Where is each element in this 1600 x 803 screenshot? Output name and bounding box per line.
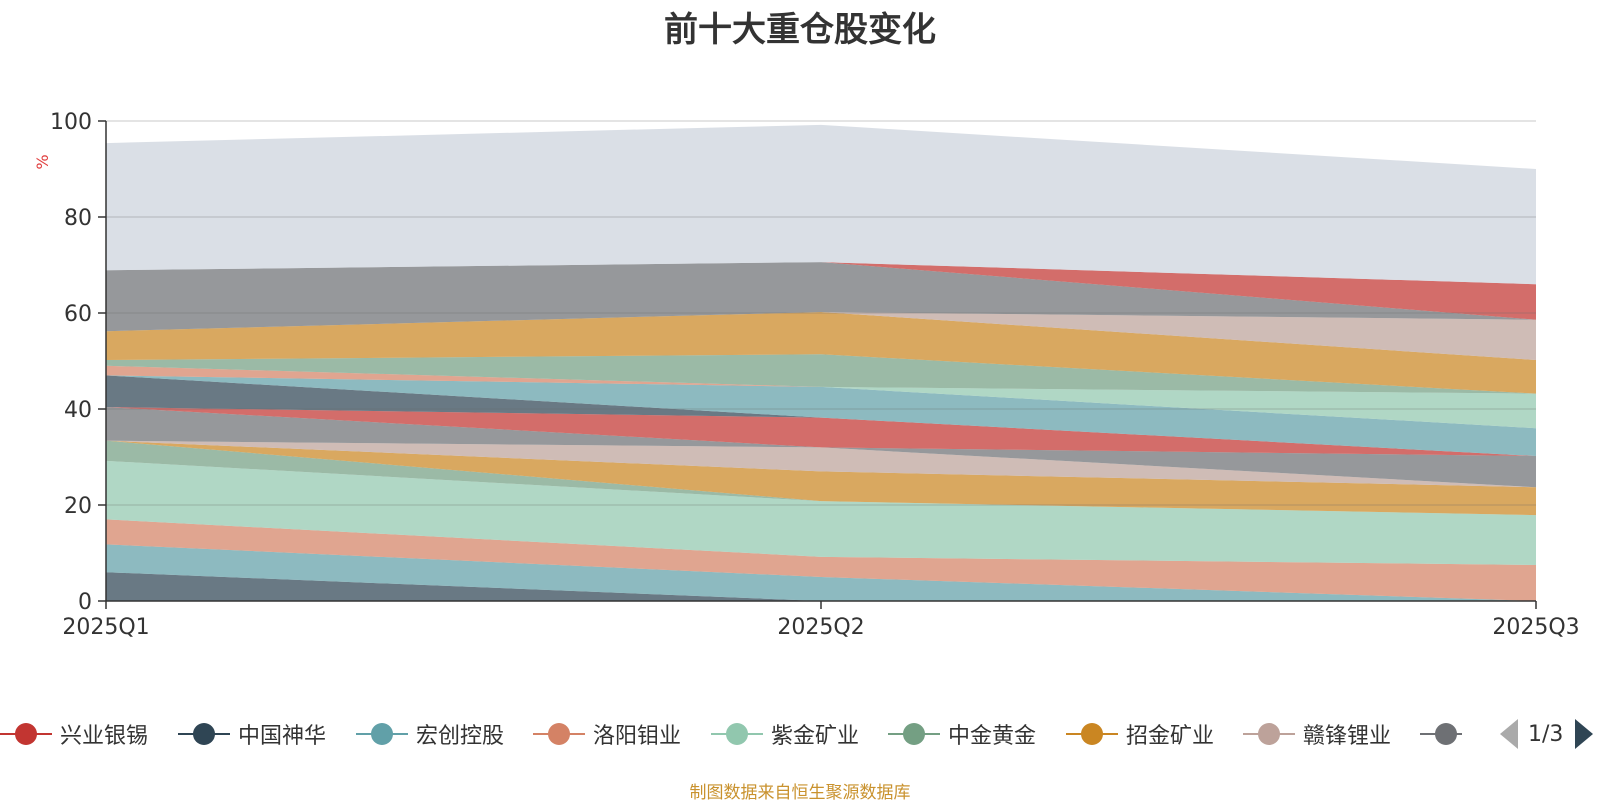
- legend-label: 赣锋锂业: [1303, 724, 1392, 749]
- series-area-12: [106, 365, 1536, 429]
- series-area-1: [106, 544, 1536, 601]
- y-tick-label: 60: [64, 302, 92, 327]
- series-area-3: [106, 460, 1536, 565]
- legend-label: 招金矿业: [1126, 724, 1215, 749]
- series-area-17: [106, 262, 1536, 320]
- x-tick-label: 2025Q1: [62, 615, 149, 640]
- y-tick-label: 100: [50, 110, 92, 135]
- series-area-14: [106, 312, 1536, 394]
- y-tick-label: 0: [78, 590, 92, 615]
- legend-pager: 1/3: [1500, 714, 1594, 754]
- series-area-18: [106, 124, 1536, 285]
- series-area-6: [106, 440, 1536, 488]
- series-area-13: [106, 354, 1536, 394]
- legend-page-indicator: 1/3: [1528, 721, 1564, 747]
- y-tick-label: 40: [64, 398, 92, 423]
- legend-marker-icon: [1420, 714, 1462, 754]
- x-tick-label: 2025Q3: [1492, 615, 1579, 640]
- legend-marker-icon: [888, 714, 940, 754]
- series-area-5: [106, 440, 1536, 516]
- legend-marker-icon: [1066, 714, 1118, 754]
- x-tick-label: 2025Q2: [777, 615, 864, 640]
- series-area-16: [106, 262, 1536, 332]
- series-area-7: [106, 407, 1536, 488]
- series-area-8: [106, 407, 1536, 457]
- legend: 兴业银锡 中国神华 宏创控股 洛阳钼业 紫金矿业 中金黄金 招金矿业 赣锋锂业: [0, 714, 1600, 754]
- legend-label: 中金黄金: [948, 724, 1037, 749]
- legend-items: 兴业银锡 中国神华 宏创控股 洛阳钼业 紫金矿业 中金黄金 招金矿业 赣锋锂业: [0, 714, 1462, 754]
- chart-title: 前十大重仓股变化: [664, 10, 936, 50]
- legend-label: 紫金矿业: [771, 724, 860, 749]
- series-area-10: [106, 375, 1536, 457]
- legend-item[interactable]: 紫金矿业: [711, 714, 859, 754]
- legend-item[interactable]: 中国神华: [178, 714, 326, 754]
- legend-item[interactable]: 洛阳钼业: [533, 714, 681, 754]
- legend-marker-icon: [533, 714, 585, 754]
- legend-marker-icon: [178, 714, 230, 754]
- legend-item[interactable]: 兴业银锡: [0, 714, 148, 754]
- series-area-15: [106, 312, 1536, 361]
- legend-item[interactable]: 中金黄金: [888, 714, 1036, 754]
- legend-label: 兴业银锡: [60, 724, 149, 749]
- legend-marker-icon: [1243, 714, 1295, 754]
- legend-item[interactable]: 招金矿业: [1066, 714, 1214, 754]
- legend-label: 中国神华: [238, 724, 327, 749]
- legend-item[interactable]: [1420, 714, 1462, 754]
- area-chart: 0 20 40 60 80 100 2025Q1 2025Q2 2025Q3%: [33, 110, 1580, 640]
- series-area-2: [106, 519, 1536, 601]
- series-area-0: [106, 572, 1536, 601]
- y-axis-unit: %: [33, 154, 52, 169]
- legend-marker-icon: [356, 714, 408, 754]
- legend-item[interactable]: 赣锋锂业: [1243, 714, 1391, 754]
- legend-label: 宏创控股: [416, 724, 505, 749]
- legend-marker-icon: [711, 714, 763, 754]
- y-tick-label: 80: [64, 206, 92, 231]
- legend-marker-icon: [0, 714, 52, 754]
- legend-next-page-icon[interactable]: [1575, 719, 1594, 749]
- source-note: 制图数据来自恒生聚源数据库: [689, 783, 911, 803]
- series-area-11: [106, 365, 1536, 429]
- legend-label: 洛阳钼业: [593, 724, 682, 749]
- y-tick-label: 20: [64, 494, 92, 519]
- legend-prev-page-icon[interactable]: [1500, 719, 1518, 749]
- legend-item[interactable]: 宏创控股: [356, 714, 504, 754]
